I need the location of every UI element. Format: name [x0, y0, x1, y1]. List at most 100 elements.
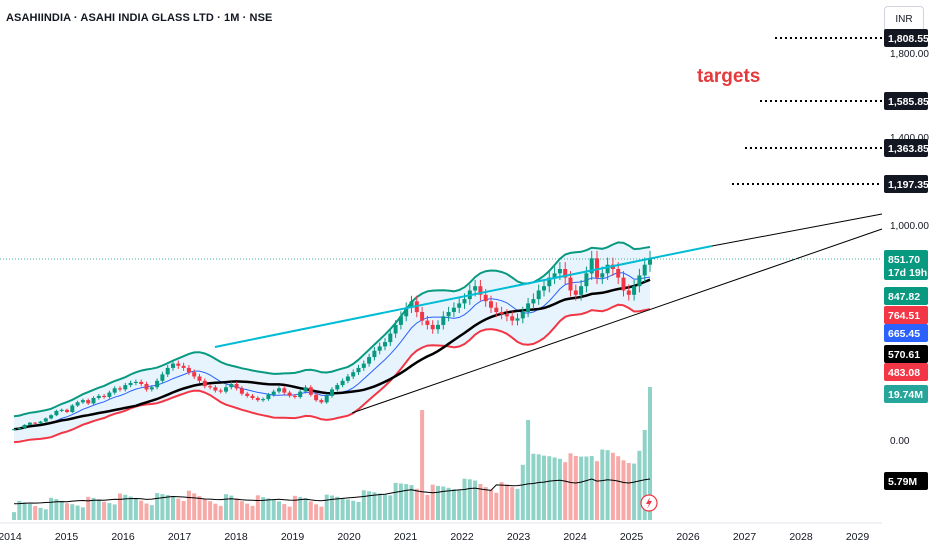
volume-bar: [457, 490, 462, 520]
candle-body: [181, 365, 186, 368]
volume-bar: [345, 499, 350, 520]
candle-body: [584, 273, 589, 287]
candle-body: [287, 392, 292, 396]
volume-bar: [245, 503, 250, 520]
volume-bar: [404, 484, 409, 520]
candle-body: [579, 286, 584, 295]
candle-body: [139, 381, 144, 384]
price-label-text: 764.51: [888, 310, 920, 322]
target-price-text: 1,197.35: [888, 179, 929, 191]
candle-body: [430, 324, 435, 330]
candle-body: [91, 398, 96, 404]
candle-body: [12, 429, 16, 431]
volume-bar: [218, 505, 223, 520]
volume-bar: [266, 498, 271, 520]
volume-bar: [224, 494, 228, 520]
candle-body: [552, 273, 557, 278]
candle-body: [398, 316, 403, 325]
volume-bar: [398, 483, 403, 520]
target-price-box: [884, 139, 928, 157]
candle-body: [298, 391, 303, 397]
candle-body: [436, 324, 440, 330]
candle-body: [473, 286, 478, 291]
volume-bar: [563, 462, 568, 520]
volume-bar: [176, 498, 181, 520]
volume-bar: [86, 496, 91, 520]
candle-body: [361, 363, 366, 368]
volume-bar: [102, 501, 107, 520]
candle-body: [65, 409, 69, 412]
trendline-upper: [214, 245, 713, 348]
volume-bar: [568, 453, 573, 520]
volume-bar: [239, 501, 244, 520]
volume-bar: [75, 505, 80, 520]
volume-bar: [43, 509, 48, 520]
lightning-icon: [646, 497, 652, 509]
candle-body: [277, 388, 281, 392]
volume-bar: [27, 504, 32, 520]
volume-bar: [208, 501, 213, 520]
volume-bar: [303, 498, 308, 520]
volume-bar: [499, 482, 504, 520]
candle-body: [388, 333, 393, 343]
candle-body: [282, 388, 287, 393]
candle-body: [621, 277, 626, 291]
candle-body: [192, 372, 197, 377]
volume-bar: [616, 456, 621, 520]
volume-bar: [552, 457, 557, 520]
price-label-box: [884, 385, 928, 403]
volume-bar: [483, 487, 488, 520]
volume-bar: [250, 505, 255, 520]
candle-body: [557, 269, 562, 274]
volume-bar: [282, 504, 287, 520]
candle-body: [208, 386, 213, 388]
candle-body: [324, 395, 329, 403]
x-tick-label: 2027: [733, 531, 757, 543]
volume-bar: [504, 484, 509, 520]
volume-bar: [430, 484, 435, 520]
x-tick-label: 2029: [846, 531, 870, 543]
candle-body: [112, 388, 117, 393]
candle-body: [165, 367, 170, 375]
volume-bar: [255, 495, 260, 520]
volume-bar: [80, 507, 85, 520]
volume-bar: [186, 490, 191, 520]
volume-bar: [49, 497, 54, 520]
volume-bar: [70, 504, 75, 520]
volume-bar: [118, 493, 122, 520]
volume-bar: [340, 498, 345, 520]
volume-bar: [573, 456, 578, 520]
candle-body: [383, 342, 387, 347]
ma-blue-label: 665.45: [884, 324, 928, 342]
candle-body: [234, 384, 239, 389]
candle-body: [186, 367, 191, 373]
x-tick-label: 2022: [450, 531, 474, 543]
volume-bar: [38, 507, 43, 520]
volume-bar: [600, 449, 605, 520]
volume-bar: [229, 495, 234, 520]
volume-bar: [202, 499, 207, 520]
volume-bar: [467, 479, 472, 520]
volume-bar: [610, 452, 615, 520]
bb-upper-label: 847.82: [884, 287, 928, 305]
candle-body: [218, 390, 223, 392]
volume-bar: [107, 503, 112, 520]
candle-body: [261, 399, 266, 401]
candle-body: [160, 374, 165, 381]
candle-body: [494, 307, 499, 312]
targets-annotation: targets: [697, 66, 760, 87]
candle-body: [303, 387, 308, 392]
price-label-box: [884, 472, 928, 490]
candle-body: [202, 380, 207, 387]
candle-body: [86, 400, 91, 404]
volume-bar: [441, 486, 446, 520]
bb-lower-label: 483.08: [884, 363, 928, 381]
volume-bar: [515, 488, 520, 520]
volume-bar: [425, 494, 430, 520]
volume-bar: [277, 501, 281, 520]
volume-bar: [292, 495, 297, 520]
candle-body: [573, 290, 578, 295]
candle-body: [483, 294, 488, 302]
